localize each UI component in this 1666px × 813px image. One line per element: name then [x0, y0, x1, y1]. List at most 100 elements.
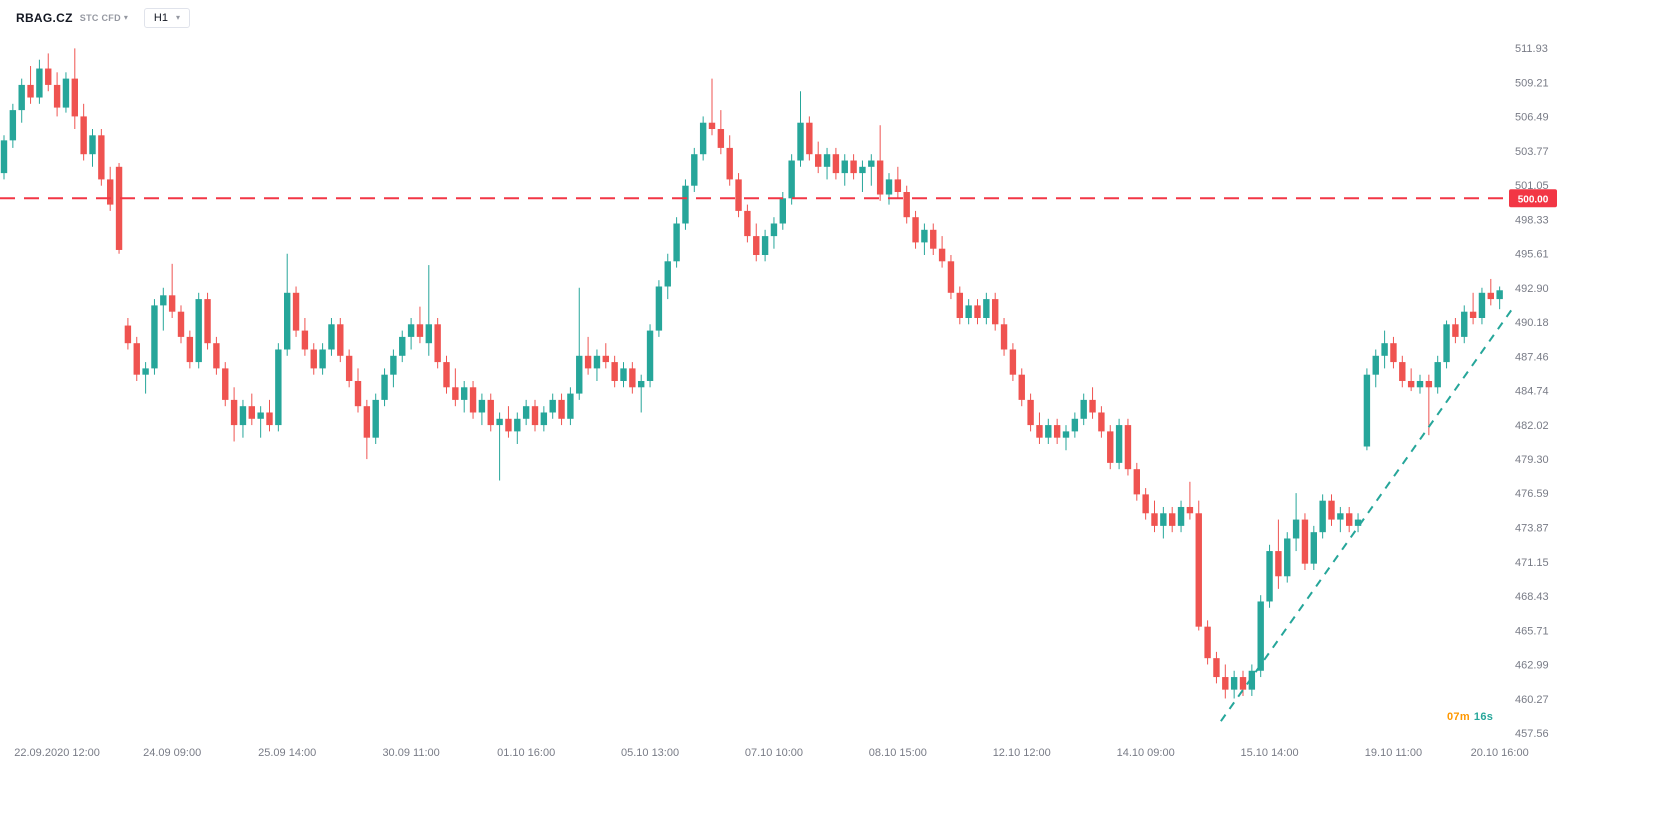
- price-axis-label: 457.56: [1515, 728, 1549, 740]
- candle-body: [1142, 494, 1149, 514]
- candle-body: [1487, 292, 1494, 300]
- candle-body: [1416, 380, 1424, 388]
- candle-body: [452, 387, 459, 400]
- candle-body: [1071, 418, 1079, 432]
- candle-body: [62, 78, 70, 108]
- candle-body: [230, 399, 238, 426]
- time-axis-label: 12.10 12:00: [993, 747, 1051, 759]
- candle-body: [107, 179, 114, 205]
- time-axis[interactable]: [0, 735, 1666, 813]
- candle-body: [1284, 538, 1291, 577]
- candle-body: [133, 343, 140, 375]
- candle-body: [1027, 399, 1034, 426]
- candle-body: [478, 399, 486, 413]
- candle-body: [1089, 399, 1096, 413]
- candle-countdown: 07m 16s: [1447, 711, 1496, 723]
- candle-body: [1328, 500, 1335, 520]
- candle-body: [841, 160, 848, 174]
- candle-body: [1230, 677, 1238, 690]
- candle-body: [788, 160, 795, 199]
- candle-body: [1222, 677, 1229, 690]
- candle-body: [407, 324, 415, 337]
- candle-body: [222, 368, 229, 400]
- candle-body: [673, 223, 680, 262]
- time-axis-label: 20.10 16:00: [1471, 747, 1529, 759]
- candle-body: [1399, 362, 1406, 381]
- symbol-selector[interactable]: RBAG.CZ STC CFD ▾: [16, 11, 128, 25]
- candle-body: [717, 129, 725, 148]
- candle-body: [753, 236, 760, 255]
- candle-body: [45, 68, 52, 85]
- candle-body: [894, 179, 902, 193]
- candle-body: [1372, 355, 1379, 375]
- price-axis-label: 490.18: [1515, 317, 1549, 329]
- candle-body: [1310, 532, 1317, 564]
- candle-body: [576, 355, 583, 394]
- candle-body: [168, 295, 176, 312]
- candle-body: [1425, 380, 1433, 388]
- time-axis-label: 05.10 13:00: [621, 747, 679, 759]
- candle-body: [18, 84, 25, 111]
- candle-body: [1390, 343, 1397, 363]
- price-axis-label: 487.46: [1515, 351, 1549, 363]
- candle-body: [549, 399, 556, 413]
- candle-body: [257, 412, 264, 419]
- candle-body: [1151, 513, 1158, 526]
- price-axis-label: 509.21: [1515, 77, 1549, 89]
- candle-body: [1213, 658, 1220, 678]
- price-axis-label: 476.59: [1515, 488, 1549, 500]
- price-axis-label: 482.02: [1515, 420, 1549, 432]
- candle-body: [699, 122, 707, 155]
- candle-body: [1018, 374, 1025, 400]
- candle-body: [850, 160, 857, 174]
- candle-body: [204, 299, 211, 344]
- candle-body: [1452, 324, 1459, 337]
- time-axis-label: 24.09 09:00: [143, 747, 201, 759]
- chevron-down-icon: ▾: [123, 13, 128, 22]
- price-line-tag: [1509, 189, 1557, 208]
- candle-body: [1301, 519, 1309, 564]
- price-axis-label: 498.33: [1515, 214, 1549, 226]
- price-axis-label: 506.49: [1515, 112, 1549, 124]
- candle-body: [620, 368, 627, 381]
- candle-body: [815, 154, 822, 167]
- candle-body: [1319, 500, 1326, 533]
- candle-body: [425, 324, 432, 344]
- candle-body: [1496, 290, 1503, 300]
- countdown-minutes: 07m: [1447, 711, 1470, 723]
- candle-body: [1009, 349, 1017, 375]
- candle-body: [1337, 513, 1344, 520]
- candle-body: [947, 261, 955, 293]
- candle-body: [726, 147, 733, 180]
- candle-body: [142, 368, 149, 375]
- candle-body: [646, 330, 654, 381]
- candle-body: [9, 110, 17, 141]
- candle-body: [1478, 292, 1486, 318]
- candle-body: [965, 305, 972, 318]
- price-axis-label: 484.74: [1515, 386, 1549, 398]
- time-axis-label: 07.10 10:00: [745, 747, 803, 759]
- time-axis-label: 14.10 09:00: [1117, 747, 1175, 759]
- candle-body: [248, 406, 255, 419]
- candle-body: [195, 299, 202, 363]
- candle-body: [983, 299, 990, 318]
- candle-body: [956, 292, 963, 318]
- candle-body: [381, 374, 388, 400]
- candle-body: [399, 336, 406, 356]
- candle-body: [160, 295, 167, 306]
- candle-body: [390, 355, 397, 375]
- candle-body: [876, 160, 884, 195]
- candle-body: [372, 399, 379, 438]
- timeframe-dropdown[interactable]: H1 ▾: [143, 8, 190, 28]
- price-line-tag-label: 500.00: [1518, 194, 1549, 205]
- price-axis[interactable]: [1604, 0, 1666, 740]
- candle-body: [487, 399, 494, 426]
- time-axis-label: 22.09.2020 12:00: [14, 747, 100, 759]
- time-axis-label: 15.10 14:00: [1240, 747, 1298, 759]
- candle-body: [691, 154, 698, 186]
- price-axis-label: 468.43: [1515, 591, 1549, 603]
- candle-body: [797, 122, 804, 161]
- trend-line[interactable]: [1220, 307, 1514, 722]
- candle-body: [1080, 399, 1087, 419]
